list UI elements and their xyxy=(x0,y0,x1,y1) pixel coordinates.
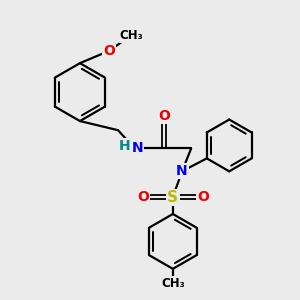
Text: O: O xyxy=(137,190,149,204)
Text: S: S xyxy=(167,190,178,205)
Text: O: O xyxy=(103,44,115,58)
Text: N: N xyxy=(131,142,143,155)
Text: CH₃: CH₃ xyxy=(120,29,144,42)
Text: CH₃: CH₃ xyxy=(161,277,185,290)
Text: H: H xyxy=(118,139,130,153)
Text: O: O xyxy=(158,109,170,123)
Text: N: N xyxy=(176,164,188,178)
Text: O: O xyxy=(197,190,209,204)
